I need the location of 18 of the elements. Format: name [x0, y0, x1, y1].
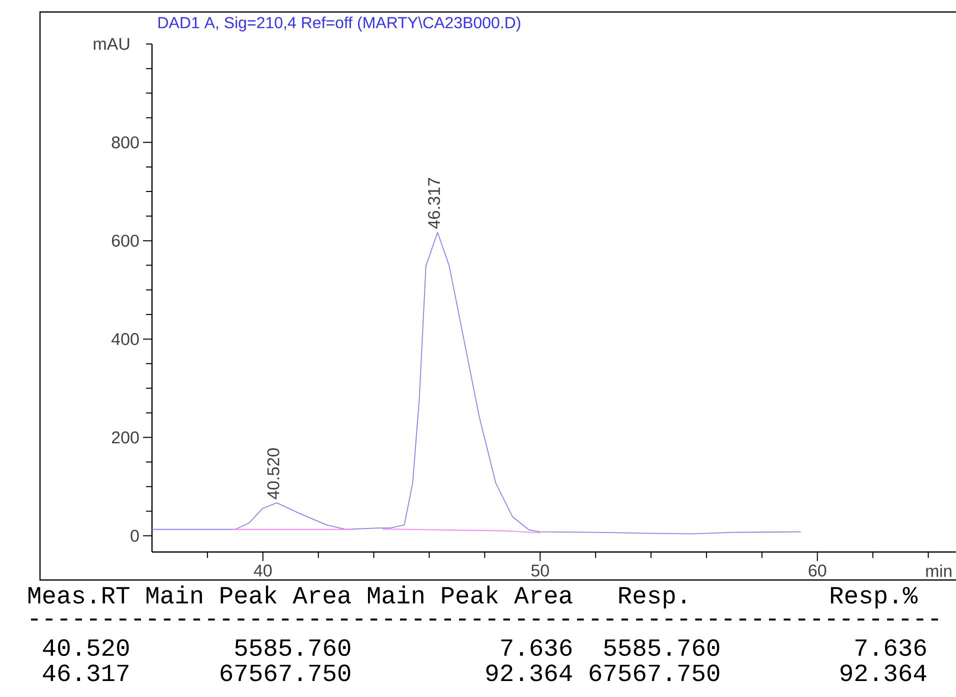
text: --------------------------------------------------------------	[30, 618, 938, 620]
y-tick-label: 400	[111, 333, 139, 346]
annotation: 40.520	[267, 448, 280, 500]
x-tick-label: 40	[254, 564, 272, 577]
y-tick-label: 200	[112, 431, 139, 444]
y-axis-title: mAU	[94, 38, 130, 50]
text: 40.520 5585.760 7.636 5585.760 7.636	[42, 639, 926, 656]
y-tick-label: 800	[112, 136, 139, 148]
x-tick-label: 50	[531, 564, 549, 577]
annotation: 46.317	[428, 178, 440, 229]
x-axis-title: min	[926, 564, 952, 577]
y-tick-label: 600	[112, 234, 139, 247]
x-tick-label: 60	[808, 564, 826, 577]
chart-title: DAD1 A, Sig=210,4 Ref=off (MARTY\CA23B000.D)	[158, 16, 520, 32]
line-series	[152, 232, 802, 534]
y-tick-label: 0	[130, 530, 139, 542]
text: 46.317 67567.750 92.364 67567.750 92.364	[42, 664, 926, 682]
text: Meas.RT Main Peak Area Main Peak Area Resp. Resp.%	[28, 586, 918, 608]
